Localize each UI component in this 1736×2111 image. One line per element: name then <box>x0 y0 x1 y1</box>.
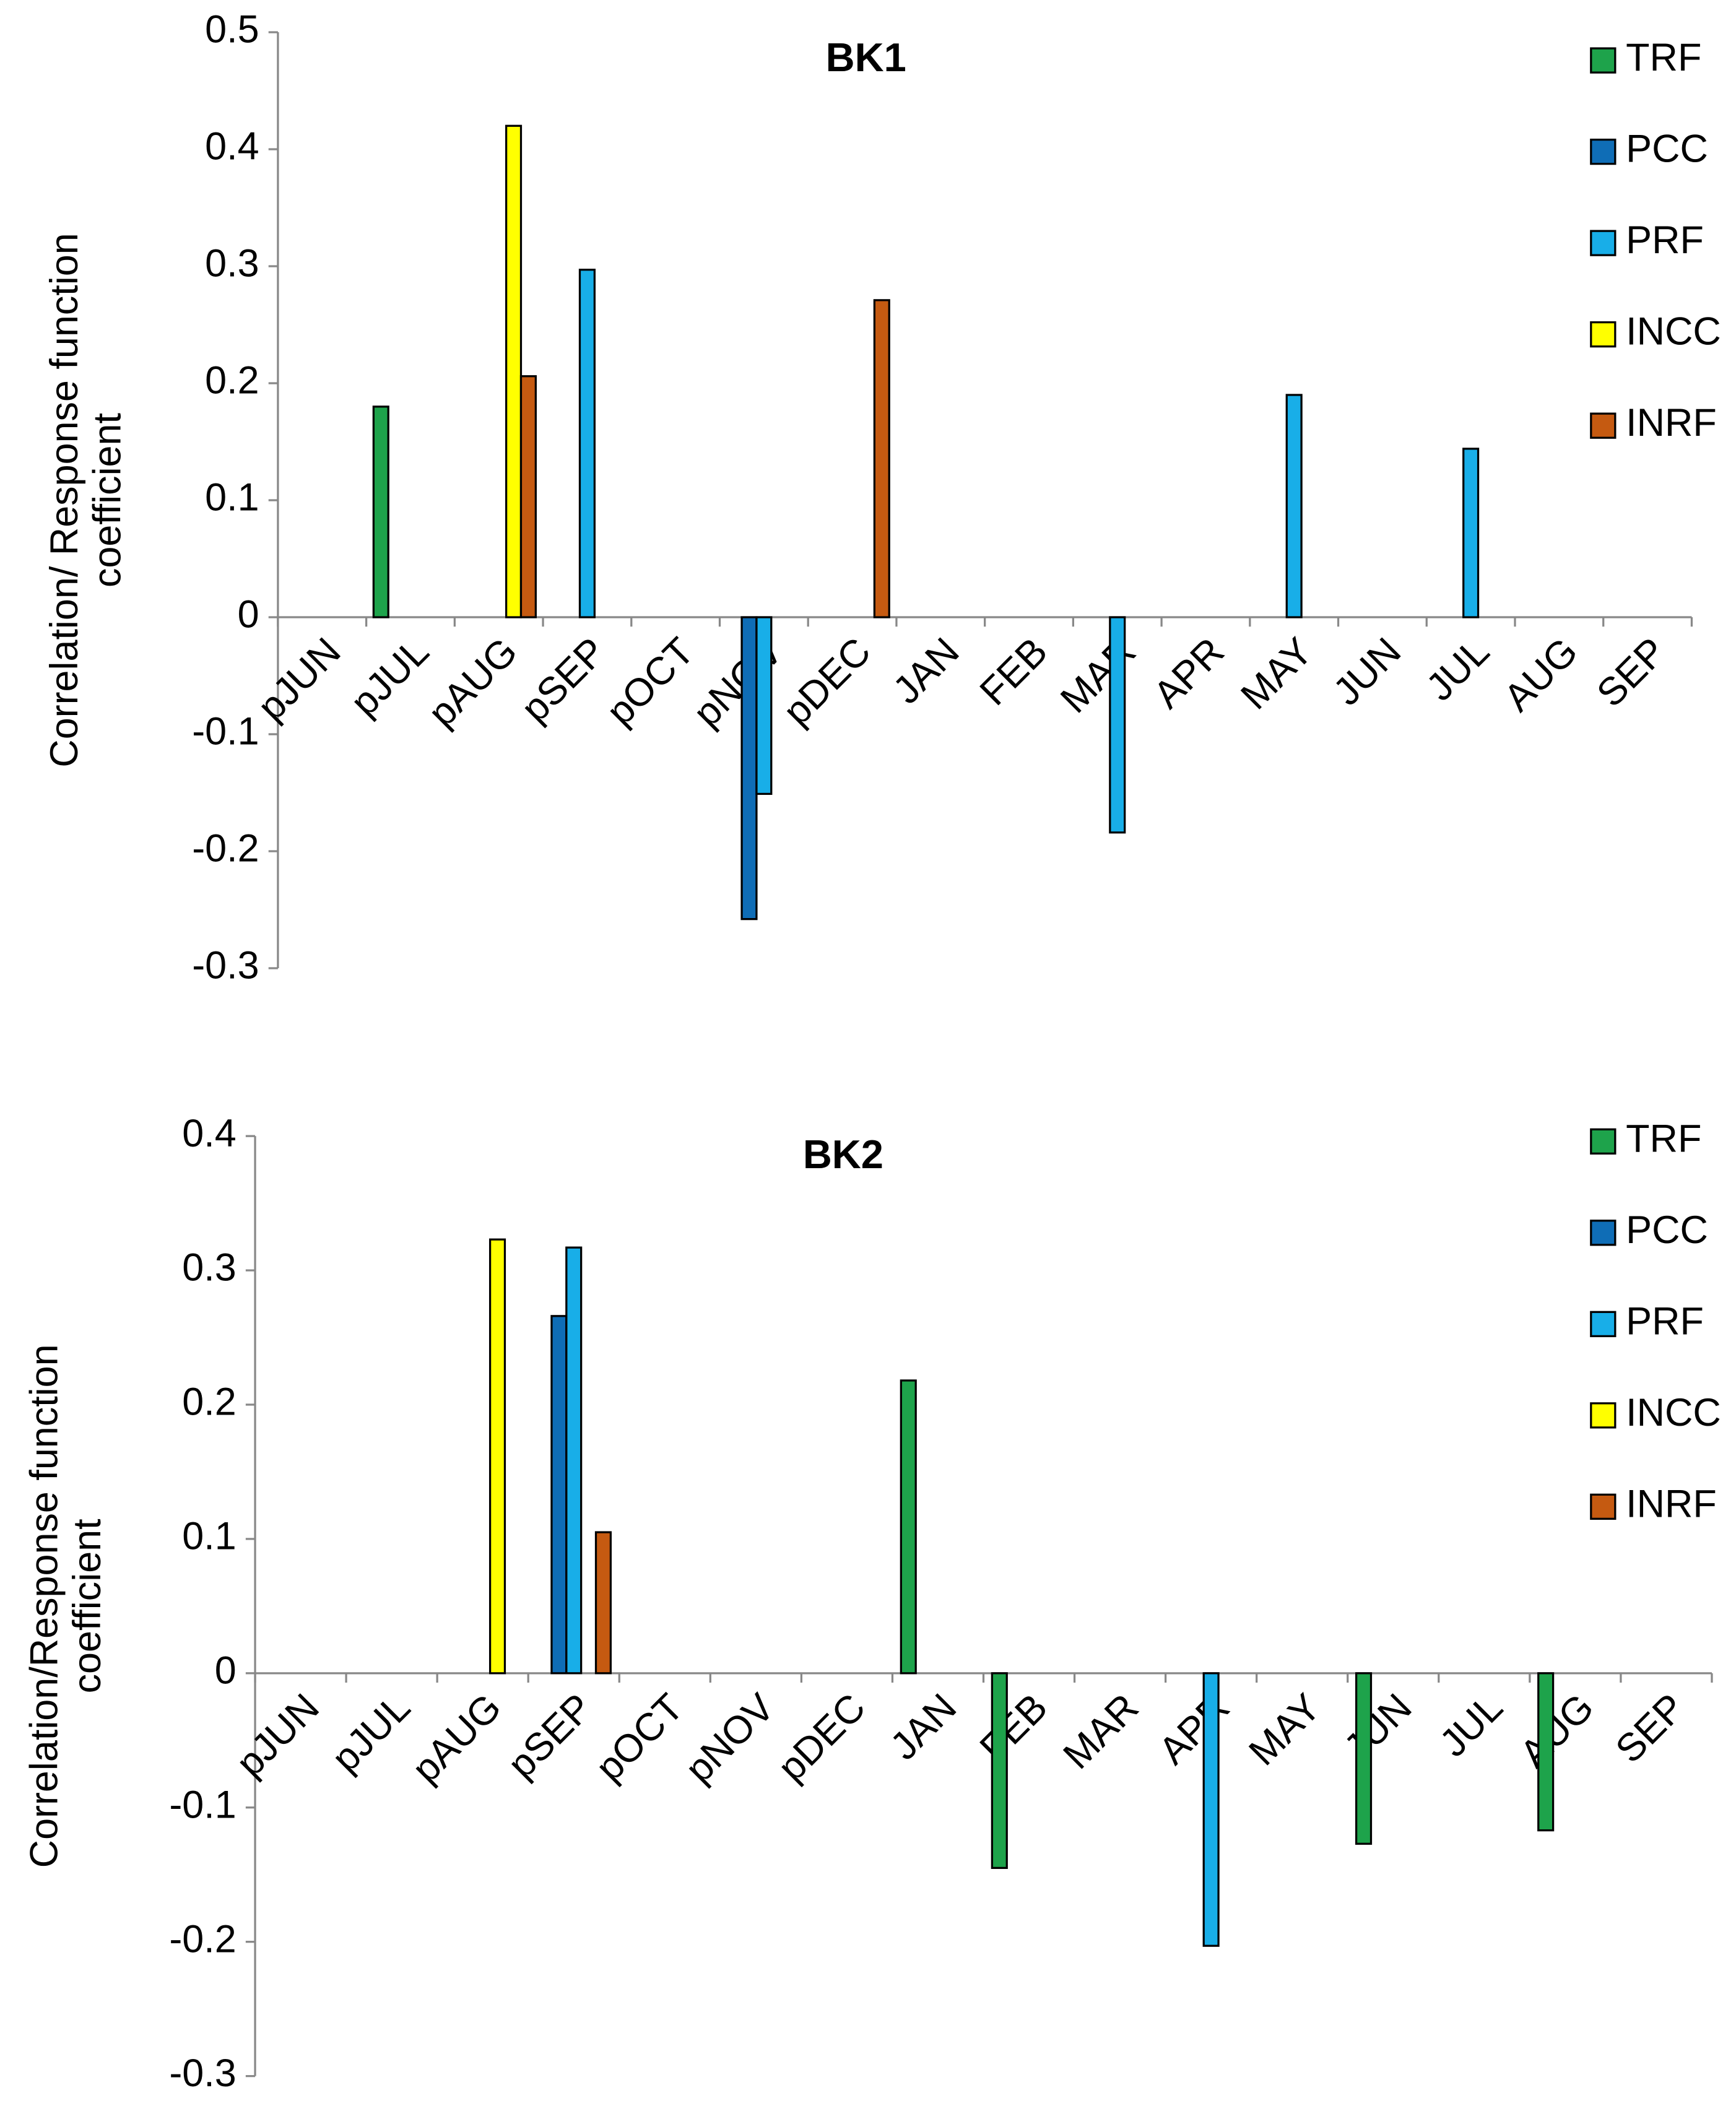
y-tick-label: 0.1 <box>205 476 259 519</box>
bar <box>565 1246 583 1675</box>
x-tick-label: JUL <box>1431 1686 1511 1766</box>
y-tick-label: 0.2 <box>182 1381 236 1424</box>
legend-swatch <box>1590 138 1617 165</box>
x-tick-label: APR <box>1151 1686 1238 1773</box>
x-tick-label: pSEP <box>513 630 614 730</box>
y-tick-label: 0 <box>238 593 259 636</box>
bar <box>991 1672 1008 1869</box>
legend-swatch <box>1590 412 1617 439</box>
legend-swatch <box>1590 47 1617 74</box>
bar <box>1285 394 1303 618</box>
legend-swatch <box>1590 1493 1617 1520</box>
y-tick-label: -0.1 <box>169 1783 236 1826</box>
y-tick-label: -0.3 <box>169 2052 236 2095</box>
bar <box>550 1315 568 1675</box>
legend-swatch <box>1590 1220 1617 1246</box>
x-tick-label: pAUG <box>420 630 526 735</box>
x-tick-label: JUN <box>1336 1686 1420 1770</box>
legend-swatch <box>1590 1128 1617 1155</box>
x-tick-label: SEP <box>1607 1686 1693 1771</box>
bar <box>594 1531 612 1675</box>
x-tick-label: JUL <box>1418 630 1498 709</box>
bar <box>873 299 890 618</box>
x-tick-label: pJUN <box>250 630 349 729</box>
y-tick-label: -0.3 <box>192 944 259 987</box>
bar <box>372 405 389 618</box>
x-tick-label: pNOV <box>677 1686 783 1792</box>
legend-label: TRF <box>1626 1117 1701 1160</box>
bar <box>1202 1672 1220 1947</box>
x-tick-label: JAN <box>885 630 967 713</box>
bar <box>755 616 773 795</box>
legend-label: INRF <box>1626 1482 1717 1525</box>
y-tick-label: -0.2 <box>192 827 259 870</box>
x-tick-label: pJUL <box>324 1686 419 1780</box>
bar <box>1537 1672 1555 1832</box>
y-tick-label: -0.2 <box>169 1917 236 1961</box>
x-tick-label: pJUN <box>228 1686 328 1785</box>
x-tick-label: pSEP <box>500 1686 601 1787</box>
y-tick-label: 0.1 <box>182 1515 236 1558</box>
legend-label: PRF <box>1626 219 1704 262</box>
x-tick-label: AUG <box>1512 1686 1602 1776</box>
bar <box>505 124 523 618</box>
bar <box>519 375 537 618</box>
y-tick-label: 0 <box>215 1649 237 1692</box>
x-tick-label: pDEC <box>775 630 879 734</box>
x-tick-label: FEB <box>971 1686 1056 1770</box>
x-tick-label: SEP <box>1589 630 1674 715</box>
chart-title: BK1 <box>826 35 906 80</box>
x-tick-label: pAUG <box>404 1686 510 1792</box>
y-axis-label: Correlation/ Response function <box>43 233 86 767</box>
y-axis-label: Correlation/Response function <box>23 1344 66 1868</box>
legend-label: PCC <box>1626 128 1708 171</box>
y-tick-label: 0.5 <box>205 8 259 51</box>
y-tick-label: -0.1 <box>192 710 259 753</box>
x-tick-label: APR <box>1145 630 1233 717</box>
y-tick-label: 0.4 <box>182 1112 236 1155</box>
x-tick-label: MAY <box>1233 630 1321 718</box>
bar <box>1109 616 1126 834</box>
y-tick-label: 0.2 <box>205 359 259 402</box>
y-tick-label: 0.4 <box>205 125 259 168</box>
legend-label: PRF <box>1626 1299 1704 1343</box>
legend-label: INCC <box>1626 310 1721 353</box>
legend-label: INCC <box>1626 1391 1721 1434</box>
y-axis-label: coefficient <box>85 413 129 588</box>
bar <box>578 269 596 618</box>
legend-swatch <box>1590 321 1617 348</box>
x-tick-label: MAR <box>1055 1686 1147 1777</box>
x-tick-label: JUN <box>1325 630 1409 714</box>
x-tick-label: pOCT <box>588 1686 692 1790</box>
x-tick-label: pJUL <box>342 630 437 724</box>
bar <box>1462 448 1480 618</box>
y-axis-label: coefficient <box>66 1519 109 1694</box>
legend-swatch <box>1590 1311 1617 1337</box>
x-tick-label: MAY <box>1241 1686 1329 1774</box>
legend-label: INRF <box>1626 401 1717 444</box>
x-tick-label: pDEC <box>770 1686 874 1790</box>
x-tick-label: pOCT <box>598 630 702 734</box>
legend-label: PCC <box>1626 1208 1708 1252</box>
legend-swatch <box>1590 230 1617 256</box>
x-tick-label: JAN <box>882 1686 965 1769</box>
x-tick-label: pNOV <box>685 630 791 735</box>
x-tick-label: FEB <box>971 630 1056 714</box>
y-tick-label: 0.3 <box>182 1246 236 1290</box>
bar <box>740 616 758 921</box>
bar <box>488 1238 506 1675</box>
legend-swatch <box>1590 1402 1617 1429</box>
chart-title: BK2 <box>803 1132 883 1177</box>
bar <box>1355 1672 1373 1845</box>
x-tick-label: AUG <box>1496 630 1586 720</box>
x-tick-label: MAR <box>1052 630 1144 721</box>
legend-label: TRF <box>1626 36 1701 79</box>
y-tick-label: 0.3 <box>205 242 259 285</box>
bar <box>900 1379 917 1675</box>
